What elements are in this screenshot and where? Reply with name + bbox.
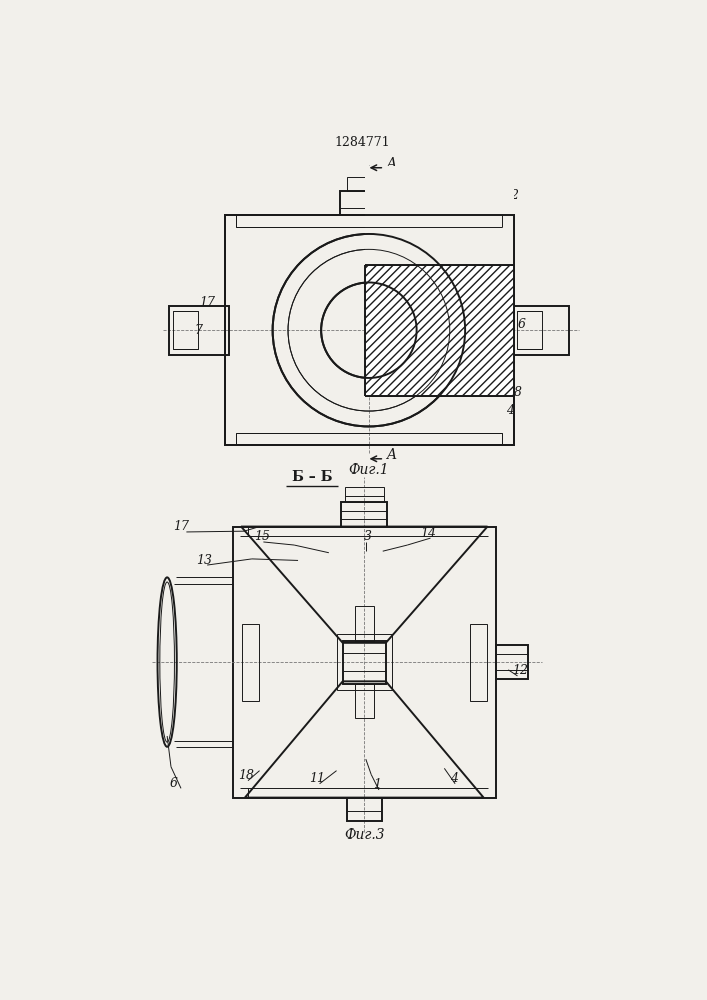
Bar [170, 306, 229, 355]
Text: 17: 17 [199, 296, 216, 309]
Bar [518, 311, 542, 349]
Text: 3: 3 [363, 530, 371, 544]
Bar [233, 527, 496, 798]
Bar [514, 306, 569, 355]
Text: 11: 11 [310, 772, 326, 785]
Text: 6: 6 [518, 318, 525, 331]
Bar [337, 634, 392, 690]
Bar [345, 487, 383, 502]
Text: 14: 14 [420, 527, 436, 540]
Bar [173, 311, 198, 349]
Bar [343, 641, 386, 684]
Text: A: A [386, 448, 396, 462]
Bar [225, 215, 514, 445]
Text: Б – Б: Б – Б [292, 470, 332, 484]
Bar [467, 177, 497, 191]
Bar [347, 798, 382, 821]
Text: 18: 18 [238, 769, 254, 782]
Text: Фиг.1: Фиг.1 [349, 463, 389, 477]
Bar [365, 265, 514, 396]
Bar [242, 624, 259, 701]
Text: 12: 12 [512, 664, 528, 677]
Text: 15: 15 [254, 530, 270, 544]
Text: 1: 1 [373, 778, 381, 791]
Bar [347, 177, 390, 191]
Bar [461, 191, 503, 215]
Bar [365, 265, 514, 396]
Bar [341, 502, 387, 527]
Text: A: A [386, 157, 396, 171]
Text: 4: 4 [506, 404, 514, 417]
Text: 6: 6 [170, 777, 177, 790]
Bar [225, 215, 514, 445]
Bar [355, 606, 373, 641]
Text: 13: 13 [197, 554, 212, 567]
Bar [355, 684, 373, 718]
Text: 4: 4 [450, 772, 459, 785]
Text: 17: 17 [173, 520, 189, 533]
Bar [496, 645, 528, 679]
Bar [469, 624, 486, 701]
Bar [365, 166, 514, 396]
Bar [339, 191, 398, 215]
Text: 2: 2 [510, 189, 518, 202]
Text: Фиг.3: Фиг.3 [344, 828, 385, 842]
Text: 18: 18 [506, 386, 522, 399]
Text: 7: 7 [195, 324, 203, 337]
Text: 1284771: 1284771 [334, 136, 390, 149]
